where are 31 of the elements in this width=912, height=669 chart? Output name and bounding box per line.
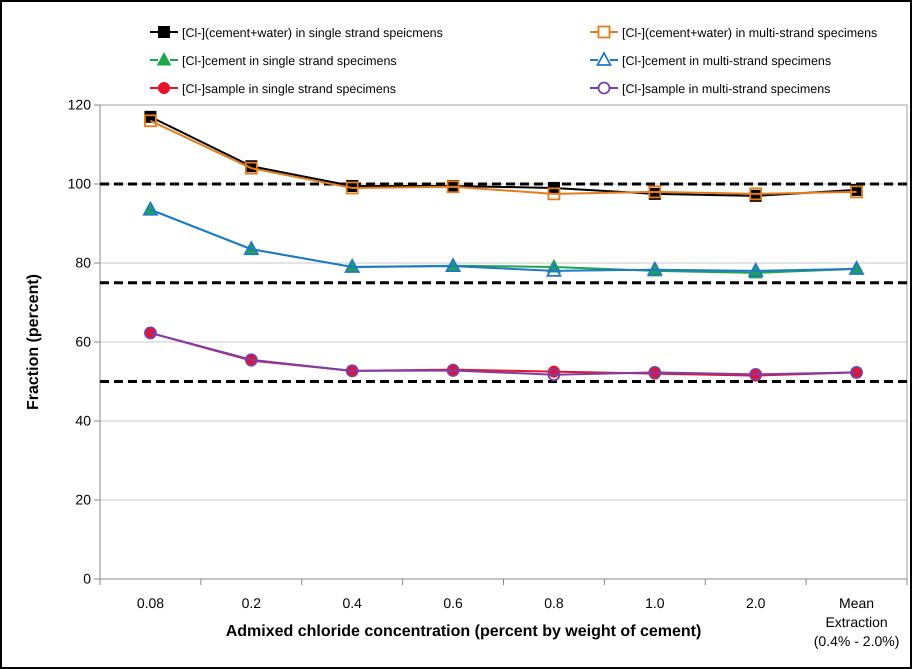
legend-label: [Cl-]sample in multi-strand specimens [622, 82, 830, 96]
point [346, 182, 359, 194]
point [548, 187, 560, 200]
legend-label: [Cl-](cement+water) in single strand speicmens [182, 26, 443, 40]
legend-label: [Cl-]sample in single strand specimens [182, 82, 396, 96]
y-tick-label: 40 [75, 412, 92, 428]
y-tick-label: 60 [75, 333, 92, 350]
point [548, 368, 560, 382]
legend-label: [Cl-](cement+water) in multi-strand specimens [622, 26, 878, 40]
y-tick-label: 0 [83, 570, 92, 586]
legend-label: [Cl-]cement in single strand specimens [182, 54, 397, 68]
point [244, 162, 258, 175]
legend-label: [Cl-]cement in multi-strand specimens [622, 54, 832, 68]
point [144, 114, 157, 128]
x-tick-label: 0.6 [443, 595, 464, 611]
y-axis-title: Fraction (percent) [25, 274, 42, 410]
point [850, 186, 863, 198]
x-tick-label: Mean Extraction (0.4% - 2.0%) [814, 595, 900, 649]
x-axis-title: Admixed chloride concentration (percent by weight of cement) [226, 623, 702, 640]
x-tick-label: 0.2 [242, 595, 262, 611]
y-tick-label: 20 [75, 491, 92, 508]
y-tick-label: 100 [68, 175, 92, 192]
point [546, 263, 562, 277]
x-tick-label: 0.4 [342, 595, 362, 611]
x-tick-label: 0.8 [544, 595, 564, 611]
point [749, 187, 762, 200]
y-tick-label: 80 [75, 254, 92, 270]
x-tick-label: 1.0 [645, 595, 665, 611]
x-tick-label: 0.08 [136, 595, 164, 611]
x-tick-label: 2.0 [746, 595, 766, 611]
y-tick-label: 120 [68, 96, 92, 112]
